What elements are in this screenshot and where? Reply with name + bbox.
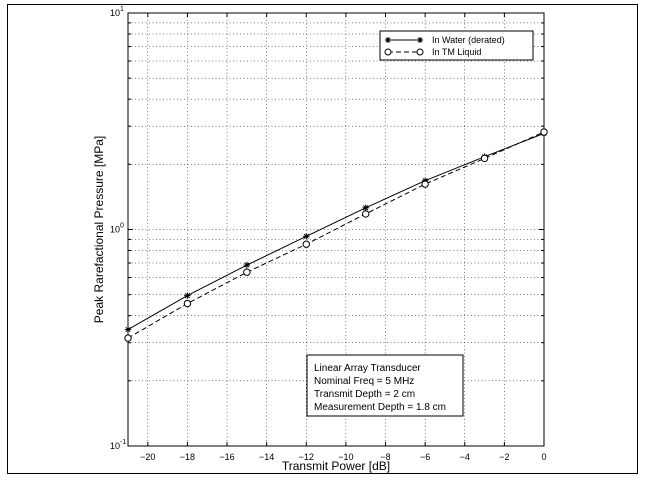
annotation-border xyxy=(306,354,464,417)
annotation-line: Measurement Depth = 1.8 cm xyxy=(314,402,446,413)
x-tick-label: −4 xyxy=(460,452,470,462)
y-tick-label: 10 xyxy=(110,8,120,18)
marker-stroke xyxy=(385,37,391,43)
series-layer xyxy=(124,128,548,342)
y-tick-label: 10 xyxy=(110,441,120,451)
x-tick-label: −16 xyxy=(219,452,234,462)
data-point-asterisk xyxy=(243,261,251,269)
y-tick-exponent: 1 xyxy=(120,6,124,13)
marker-stroke xyxy=(184,293,191,299)
x-tick-label: −8 xyxy=(380,452,390,462)
data-point-circle xyxy=(243,268,251,276)
legend-marker xyxy=(416,48,424,56)
marker-stroke xyxy=(244,262,250,268)
marker-stroke xyxy=(417,37,423,43)
data-point-circle xyxy=(124,334,132,342)
data-point-asterisk xyxy=(362,204,369,211)
annotation-line: Linear Array Transducer xyxy=(314,363,421,374)
x-tick-label: −14 xyxy=(259,452,274,462)
series-line-1 xyxy=(127,132,545,331)
legend: In Water (derated) In TM Liquid xyxy=(379,30,534,61)
annotation-line: Transmit Depth = 2 cm xyxy=(314,389,415,400)
legend-marker xyxy=(384,48,392,56)
x-axis-title: Transmit Power [dB] xyxy=(282,459,390,473)
y-tick-label: 10 xyxy=(110,225,120,235)
annotation-box: Linear Array Transducer Nominal Freq = 5… xyxy=(306,354,464,417)
y-tick-exponent: -1 xyxy=(120,439,126,446)
x-tick-label: −20 xyxy=(140,452,155,462)
x-tick-label: −2 xyxy=(499,452,509,462)
x-tick-label: −6 xyxy=(420,452,430,462)
y-tick-exponent: 0 xyxy=(120,223,124,230)
data-point-asterisk xyxy=(124,326,132,333)
x-tick-label: −10 xyxy=(338,452,353,462)
legend-marker xyxy=(417,37,423,43)
data-point-circle xyxy=(302,240,310,248)
data-point-circle xyxy=(183,299,192,308)
data-point-circle xyxy=(540,128,548,136)
data-point-circle xyxy=(362,210,370,218)
data-point-asterisk xyxy=(303,233,310,240)
annotation-line: Nominal Freq = 5 MHz xyxy=(314,376,414,387)
data-point-circle xyxy=(480,154,489,163)
legend-label-1: In Water (derated) xyxy=(432,35,505,45)
series-line-2 xyxy=(127,131,545,339)
x-tick-label: −12 xyxy=(299,452,314,462)
x-tick-label: −18 xyxy=(180,452,195,462)
x-axis-ticks: −20 −18 −16 −14 −12 −10 −8 −6 −4 −2 0 xyxy=(140,13,547,462)
data-point-circle xyxy=(421,180,429,188)
legend-marker xyxy=(385,37,391,43)
x-tick-label: 0 xyxy=(541,452,546,462)
legend-entries: In Water (derated) In TM Liquid xyxy=(384,35,505,57)
y-axis-title: Peak Rarefactional Pressure [MPa] xyxy=(92,136,106,323)
marker-stroke xyxy=(303,233,309,239)
marker-stroke xyxy=(363,205,369,211)
legend-label-2: In TM Liquid xyxy=(432,47,481,57)
data-point-asterisk xyxy=(184,292,191,299)
legend-box xyxy=(379,30,534,61)
marker-stroke xyxy=(125,326,131,333)
